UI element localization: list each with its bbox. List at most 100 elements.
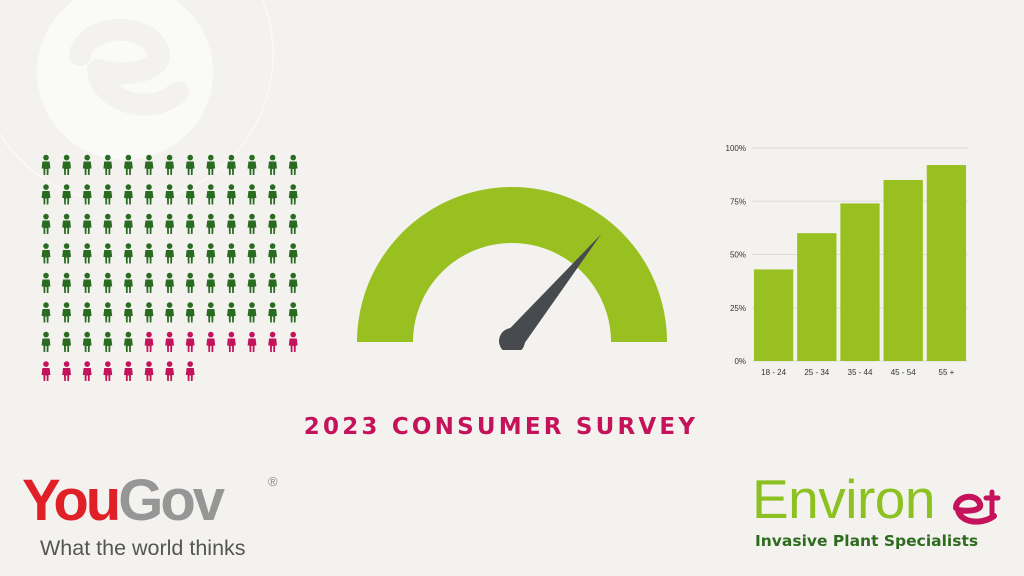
person-icon-green — [185, 213, 195, 234]
person-icon-green — [247, 154, 257, 175]
environet-tagline: Invasive Plant Specialists — [755, 532, 979, 550]
person-icon-green — [41, 243, 51, 264]
person-icon-green — [288, 213, 298, 234]
person-icon-green — [288, 302, 298, 323]
person-icon-green — [227, 272, 236, 293]
person-icon-green — [165, 243, 174, 264]
person-icon-pink — [185, 361, 195, 381]
person-icon-pink — [247, 331, 257, 352]
x-tick-label: 55 + — [939, 368, 955, 377]
person-icon-green — [82, 331, 92, 352]
person-icon-pink — [185, 331, 195, 352]
person-icon-pink — [144, 361, 154, 381]
person-icon-green — [82, 272, 92, 293]
person-icon-green — [165, 184, 174, 205]
person-icon-green — [62, 184, 71, 205]
person-icon-green — [62, 154, 71, 175]
bar — [883, 179, 923, 361]
survey-title: 2023 CONSUMER SURVEY — [303, 414, 699, 440]
person-icon-green — [227, 302, 236, 323]
person-icon-green — [82, 302, 92, 323]
person-icon-pink — [82, 361, 92, 381]
person-icon-green — [185, 243, 195, 264]
person-icon-pink — [165, 361, 175, 381]
y-tick-label: 0% — [734, 357, 746, 366]
person-icon-green — [227, 243, 236, 264]
person-icon-green — [206, 184, 216, 205]
person-icon-green — [62, 331, 71, 352]
gauge-arc — [357, 187, 667, 342]
person-icon-green — [247, 184, 257, 205]
person-icon-pink — [165, 331, 174, 352]
bar — [926, 165, 967, 361]
person-icon-green — [62, 243, 71, 264]
environet-logo: Environ Invasive Plant Specialists — [752, 470, 1014, 560]
x-tick-label: 45 - 54 — [891, 368, 916, 377]
person-icon-green — [206, 302, 216, 323]
person-icon-green — [268, 184, 277, 205]
person-icon-pink — [268, 331, 277, 352]
yougov-logo: YouGov ® What the world thinks — [22, 472, 292, 564]
person-icon-green — [62, 302, 71, 323]
person-icon-pink — [144, 331, 154, 352]
y-tick-label: 75% — [730, 197, 746, 206]
person-icon-green — [103, 302, 113, 323]
person-icon-green — [206, 154, 216, 175]
environet-e-icon — [0, 0, 274, 200]
environet-wordmark: Environ — [752, 468, 935, 530]
person-icon-pink — [288, 331, 298, 352]
person-icon-green — [144, 154, 154, 175]
y-tick-label: 50% — [730, 251, 746, 260]
y-tick-label: 100% — [726, 144, 746, 153]
yougov-wordmark: YouGov — [22, 472, 225, 530]
x-tick-label: 25 - 34 — [804, 368, 829, 377]
person-icon-green — [124, 302, 133, 323]
x-tick-label: 18 - 24 — [761, 368, 786, 377]
yougov-tagline: What the world thinks — [40, 536, 246, 560]
person-icon-green — [268, 272, 277, 293]
person-icon-green — [103, 184, 113, 205]
person-icon-green — [82, 184, 92, 205]
x-tick-label: 35 - 44 — [848, 368, 873, 377]
person-icon-green — [124, 272, 133, 293]
person-icon-green — [247, 272, 257, 293]
people-pictogram-grid — [41, 154, 298, 381]
person-icon-green — [124, 243, 133, 264]
person-icon-green — [268, 302, 277, 323]
person-icon-green — [185, 272, 195, 293]
person-icon-green — [288, 243, 298, 264]
person-icon-green — [62, 272, 71, 293]
person-icon-green — [227, 184, 236, 205]
person-icon-green — [206, 272, 216, 293]
person-icon-green — [41, 331, 51, 352]
person-icon-pink — [62, 361, 72, 381]
person-icon-green — [268, 243, 277, 264]
person-icon-pink — [41, 361, 51, 381]
person-icon-green — [227, 154, 236, 175]
person-icon-green — [103, 213, 113, 234]
person-icon-green — [268, 213, 277, 234]
person-icon-green — [82, 213, 92, 234]
person-icon-green — [288, 154, 298, 175]
person-icon-green — [41, 302, 51, 323]
y-tick-label: 25% — [730, 304, 746, 313]
person-icon-green — [124, 213, 133, 234]
person-icon-green — [103, 331, 113, 352]
registered-mark: ® — [268, 474, 278, 489]
person-icon-green — [41, 213, 51, 234]
person-icon-green — [288, 272, 298, 293]
person-icon-green — [165, 213, 174, 234]
person-icon-green — [144, 302, 154, 323]
person-icon-green — [247, 302, 257, 323]
person-icon-green — [124, 331, 133, 352]
bar — [840, 203, 880, 361]
person-icon-green — [144, 184, 154, 205]
person-icon-pink — [206, 331, 216, 352]
person-icon-green — [62, 213, 71, 234]
person-icon-green — [144, 243, 154, 264]
person-icon-green — [144, 213, 154, 234]
person-icon-pink — [124, 361, 133, 381]
person-icon-green — [185, 184, 195, 205]
yougov-you: You — [22, 468, 121, 533]
person-icon-green — [206, 243, 216, 264]
